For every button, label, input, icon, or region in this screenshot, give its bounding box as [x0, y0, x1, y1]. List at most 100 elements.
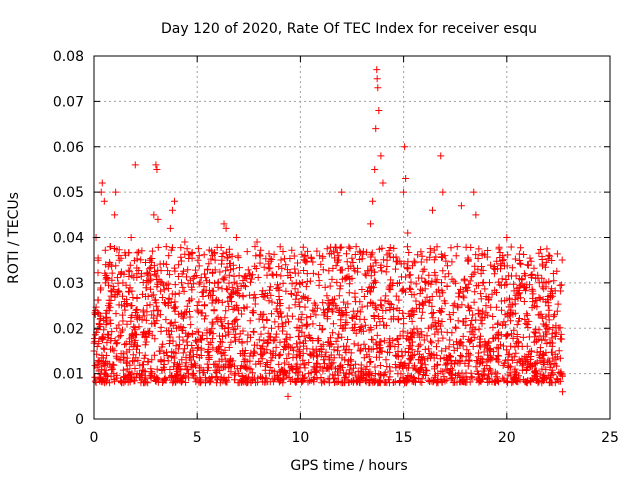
y-tick-label: 0.08: [53, 49, 84, 65]
data-point: [255, 315, 263, 323]
data-point: [119, 279, 127, 287]
data-point: [377, 152, 385, 160]
data-point: [439, 188, 447, 196]
data-point: [338, 188, 346, 196]
data-point: [373, 75, 381, 83]
data-point: [474, 265, 482, 273]
y-tick-label: 0.02: [53, 321, 84, 337]
data-point: [462, 283, 470, 291]
data-point: [428, 206, 436, 214]
data-point: [523, 261, 531, 269]
data-point: [210, 361, 218, 369]
data-point: [503, 234, 511, 241]
data-point: [309, 306, 317, 314]
data-point: [301, 256, 309, 264]
data-point: [387, 315, 395, 323]
data-point: [515, 283, 523, 291]
data-point: [344, 361, 352, 369]
data-point: [433, 288, 441, 296]
data-point: [175, 261, 183, 269]
data-point: [127, 234, 135, 241]
data-point: [162, 243, 170, 251]
data-point: [197, 351, 205, 359]
data-point: [150, 211, 158, 219]
data-point: [424, 324, 432, 332]
data-point: [212, 297, 220, 305]
data-point: [142, 292, 150, 300]
data-points: [90, 66, 567, 400]
data-point: [548, 342, 556, 350]
data-point: [369, 197, 377, 205]
data-point: [259, 292, 267, 300]
data-point: [102, 351, 110, 359]
data-point: [135, 370, 143, 378]
data-point: [296, 351, 304, 359]
data-point: [556, 370, 564, 378]
data-point: [121, 306, 129, 314]
data-point: [98, 179, 106, 187]
data-point: [158, 279, 166, 287]
data-point: [478, 320, 486, 328]
data-point: [109, 365, 117, 373]
data-point: [154, 215, 162, 223]
data-point: [140, 329, 148, 337]
data-point: [356, 347, 364, 355]
data-point: [544, 292, 552, 300]
y-tick-label: 0.03: [53, 276, 84, 292]
data-point: [449, 302, 457, 310]
data-point: [129, 342, 137, 350]
data-point: [112, 188, 120, 196]
data-point: [216, 342, 224, 350]
data-point: [218, 256, 226, 264]
data-point: [117, 356, 125, 364]
data-point: [160, 361, 168, 369]
y-tick-label: 0.04: [53, 231, 84, 247]
data-point: [206, 329, 214, 337]
data-point: [552, 329, 560, 337]
data-point: [96, 315, 104, 323]
data-point: [379, 179, 387, 187]
data-point: [365, 370, 373, 378]
data-point: [445, 351, 453, 359]
y-tick-labels: 0 0.01 0.02 0.03 0.04 0.05 0.06 0.07 0.08: [53, 49, 84, 428]
data-point: [100, 197, 108, 205]
data-point: [280, 374, 288, 382]
data-point: [453, 243, 461, 251]
data-point: [168, 206, 176, 214]
data-point: [321, 283, 329, 291]
data-point: [374, 84, 382, 92]
data-point: [93, 361, 101, 369]
data-point: [247, 365, 255, 373]
data-point: [94, 256, 102, 264]
axis-ticks: [93, 55, 611, 420]
y-tick-label: 0.05: [53, 185, 84, 201]
data-point: [416, 365, 424, 373]
data-point: [181, 238, 189, 246]
data-point: [268, 324, 276, 332]
data-point: [490, 270, 498, 278]
data-point: [507, 306, 515, 314]
data-point: [95, 374, 103, 382]
chart-title: Day 120 of 2020, Rate Of TEC Index for r…: [161, 21, 537, 37]
data-point: [367, 220, 375, 228]
data-point: [251, 243, 259, 251]
data-point: [466, 338, 474, 346]
x-tick-labels: 0 5 10 15 20 25: [90, 430, 619, 446]
data-point: [348, 274, 356, 282]
data-point: [402, 175, 410, 183]
data-point: [305, 370, 313, 378]
data-point: [224, 320, 232, 328]
x-tick-label: 5: [193, 430, 202, 446]
data-point: [272, 351, 280, 359]
data-point: [208, 247, 216, 255]
data-point: [412, 297, 420, 305]
y-tick-label: 0.07: [53, 94, 84, 110]
x-tick-label: 0: [90, 430, 99, 446]
data-point: [540, 361, 548, 369]
data-point: [441, 252, 449, 260]
data-point: [166, 224, 174, 232]
data-point: [288, 365, 296, 373]
data-point: [179, 283, 187, 291]
data-point: [401, 143, 409, 151]
